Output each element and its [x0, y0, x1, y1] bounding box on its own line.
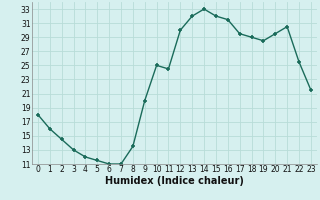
- X-axis label: Humidex (Indice chaleur): Humidex (Indice chaleur): [105, 176, 244, 186]
